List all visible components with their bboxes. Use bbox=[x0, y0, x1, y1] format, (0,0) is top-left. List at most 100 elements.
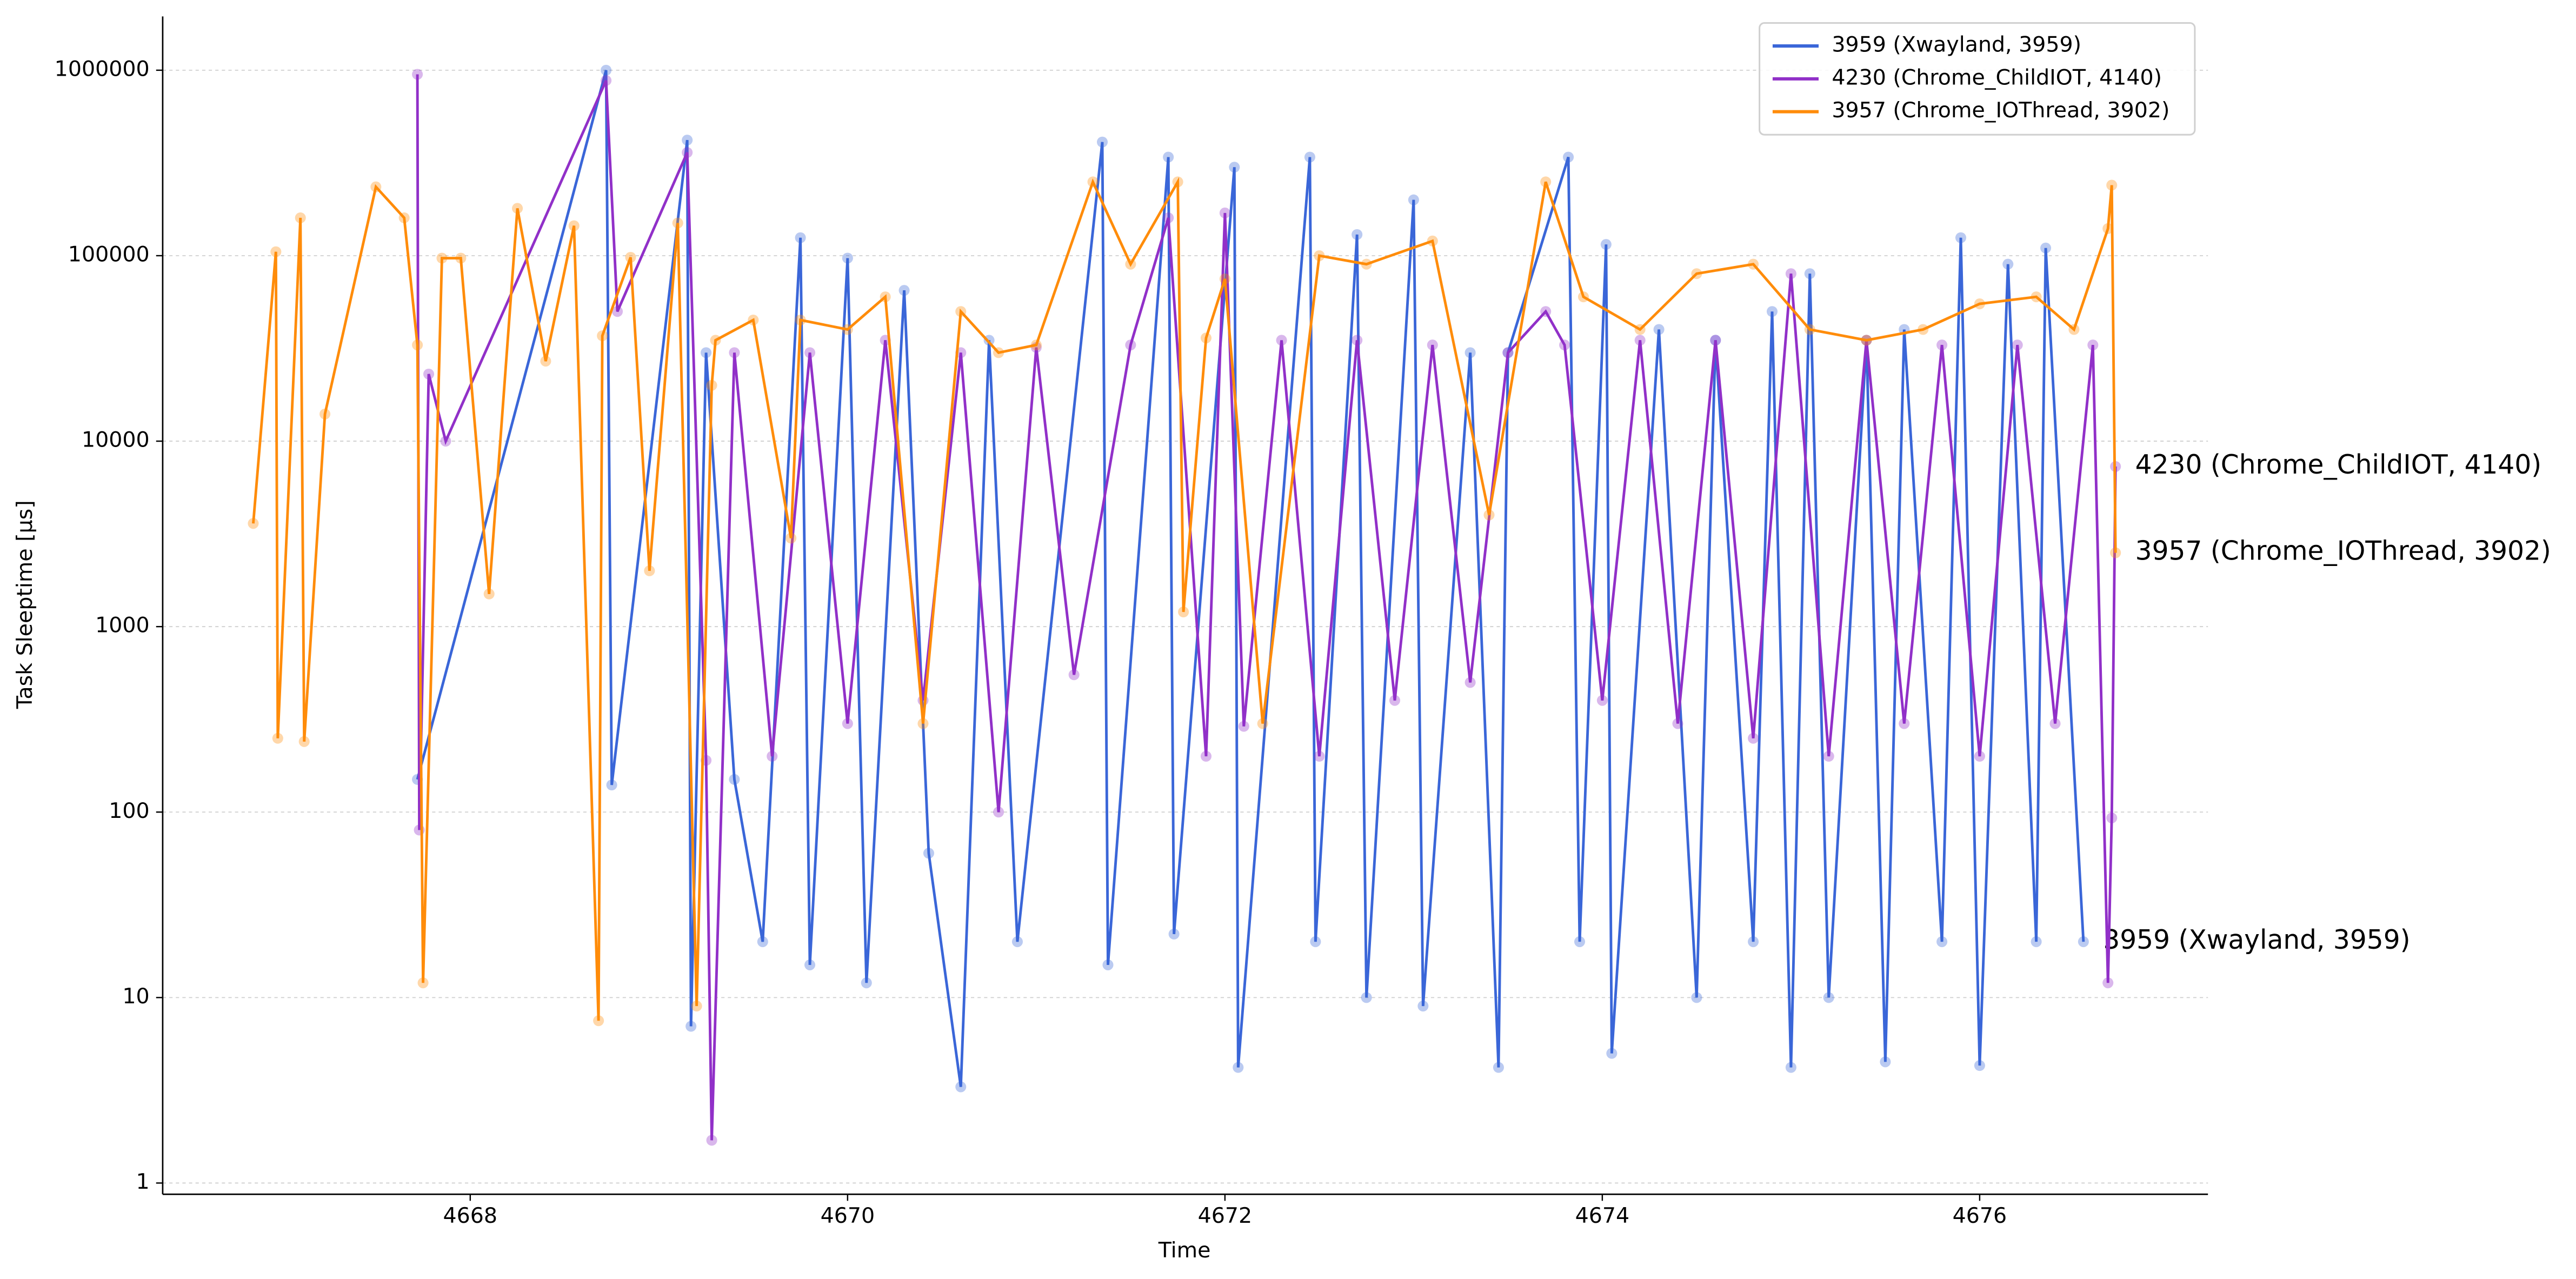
data-point bbox=[1502, 347, 1514, 358]
data-point bbox=[1974, 1060, 1985, 1071]
data-point bbox=[1974, 750, 1985, 762]
data-point bbox=[1087, 176, 1099, 188]
data-point bbox=[1200, 332, 1212, 344]
data-point bbox=[1710, 335, 1721, 346]
data-point bbox=[1785, 1062, 1796, 1073]
data-point bbox=[1606, 1048, 1618, 1059]
end-label: 4230 (Chrome_ChildIOT, 4140) bbox=[2135, 450, 2542, 480]
data-point bbox=[319, 408, 331, 419]
data-point bbox=[2102, 223, 2114, 234]
data-point bbox=[955, 306, 967, 317]
data-point bbox=[842, 252, 853, 264]
data-point bbox=[898, 285, 910, 296]
y-tick-label: 100000 bbox=[68, 242, 150, 267]
y-tick-label: 10 bbox=[122, 984, 149, 1009]
data-point bbox=[1574, 936, 1586, 948]
legend-box bbox=[1759, 22, 2196, 136]
data-point bbox=[710, 335, 721, 346]
data-point bbox=[1653, 324, 1665, 335]
end-label: 3957 (Chrome_IOThread, 3902) bbox=[2135, 536, 2551, 567]
data-point bbox=[1861, 335, 1872, 346]
data-point bbox=[1634, 335, 1646, 346]
data-point bbox=[270, 246, 282, 257]
data-point bbox=[993, 347, 1004, 358]
data-point bbox=[436, 252, 448, 264]
data-point bbox=[1011, 936, 1023, 948]
data-point bbox=[701, 347, 712, 358]
legend-label: 3959 (Xwayland, 3959) bbox=[1832, 32, 2081, 57]
data-point bbox=[842, 718, 853, 729]
data-point bbox=[414, 824, 425, 836]
y-tick-label: 1000 bbox=[95, 613, 150, 638]
data-point bbox=[923, 848, 934, 859]
data-point bbox=[795, 314, 806, 325]
data-point bbox=[1899, 718, 1910, 729]
data-point bbox=[1125, 339, 1136, 351]
data-point bbox=[1540, 176, 1552, 188]
data-point bbox=[795, 232, 806, 243]
data-point bbox=[1417, 1001, 1429, 1012]
data-point bbox=[440, 436, 451, 447]
data-point bbox=[1163, 212, 1174, 223]
data-point bbox=[1310, 936, 1321, 948]
x-tick-label: 4674 bbox=[1575, 1203, 1630, 1228]
data-point bbox=[540, 356, 551, 367]
data-point bbox=[2087, 339, 2099, 351]
data-point bbox=[993, 807, 1004, 818]
data-point bbox=[1936, 936, 1948, 948]
data-point bbox=[804, 959, 816, 970]
data-point bbox=[1096, 136, 1108, 148]
data-point bbox=[612, 306, 623, 317]
data-point bbox=[398, 212, 410, 223]
x-tick-label: 4670 bbox=[821, 1203, 875, 1228]
data-point bbox=[1785, 268, 1796, 279]
data-point bbox=[2102, 977, 2114, 989]
data-point bbox=[1314, 750, 1325, 762]
data-point bbox=[1672, 718, 1683, 729]
data-point bbox=[1880, 1056, 1891, 1068]
data-point bbox=[842, 324, 853, 335]
data-point bbox=[1408, 194, 1419, 205]
data-point bbox=[2106, 179, 2118, 191]
data-point bbox=[1493, 1062, 1504, 1073]
x-axis-label: Time bbox=[1158, 1238, 1211, 1263]
data-point bbox=[625, 251, 636, 263]
end-label: 3959 (Xwayland, 3959) bbox=[2103, 925, 2410, 955]
series-line bbox=[252, 177, 2117, 1021]
data-point bbox=[1559, 339, 1570, 351]
data-point bbox=[685, 1021, 697, 1032]
data-point bbox=[601, 64, 612, 76]
data-point bbox=[512, 203, 523, 214]
data-point bbox=[1361, 258, 1372, 270]
series-line bbox=[416, 74, 2117, 1141]
data-point bbox=[272, 732, 283, 744]
y-tick-label: 10000 bbox=[82, 428, 150, 452]
x-tick-label: 4676 bbox=[1953, 1203, 2007, 1228]
x-tick-label: 4672 bbox=[1198, 1203, 1253, 1228]
data-point bbox=[1219, 207, 1230, 218]
data-point bbox=[423, 368, 435, 380]
legend-label: 3957 (Chrome_IOThread, 3902) bbox=[1832, 98, 2169, 123]
data-point bbox=[1352, 335, 1363, 346]
data-point bbox=[1691, 992, 1702, 1003]
data-point bbox=[1068, 669, 1080, 681]
data-point bbox=[1691, 268, 1702, 279]
data-point bbox=[748, 314, 759, 325]
data-point bbox=[1804, 268, 1815, 279]
y-tick-label: 1 bbox=[136, 1169, 149, 1194]
data-point bbox=[2031, 936, 2042, 948]
data-point bbox=[597, 330, 608, 342]
data-point bbox=[412, 339, 423, 351]
data-point bbox=[644, 565, 655, 576]
data-point bbox=[767, 750, 778, 762]
data-point bbox=[1766, 306, 1778, 317]
data-point bbox=[1483, 509, 1495, 521]
data-point bbox=[706, 379, 717, 391]
x-tick-label: 4668 bbox=[443, 1203, 498, 1228]
data-point bbox=[1748, 936, 1759, 948]
data-point bbox=[672, 217, 683, 229]
data-point bbox=[2031, 291, 2042, 303]
data-point bbox=[1389, 695, 1401, 706]
data-point bbox=[248, 518, 259, 529]
